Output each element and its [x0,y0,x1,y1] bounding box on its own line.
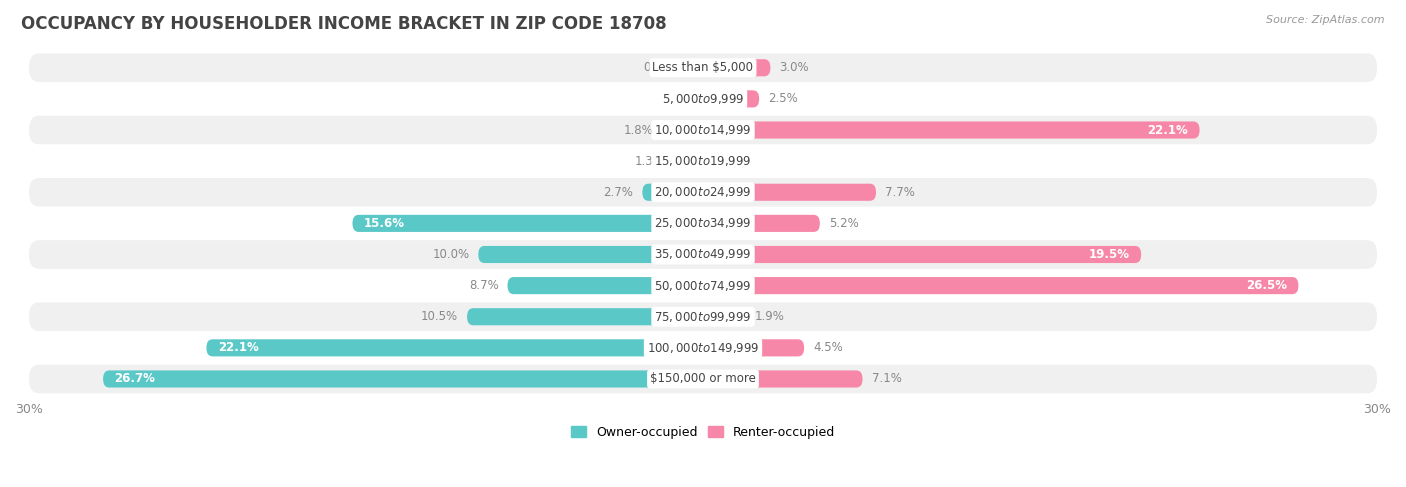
FancyBboxPatch shape [689,59,703,76]
FancyBboxPatch shape [703,277,1298,294]
FancyBboxPatch shape [30,209,1376,238]
FancyBboxPatch shape [662,121,703,139]
Text: 1.3%: 1.3% [636,155,665,168]
Legend: Owner-occupied, Renter-occupied: Owner-occupied, Renter-occupied [567,421,839,444]
FancyBboxPatch shape [30,147,1376,175]
FancyBboxPatch shape [30,334,1376,362]
FancyBboxPatch shape [508,277,703,294]
Text: 4.5%: 4.5% [813,341,842,355]
Text: $75,000 to $99,999: $75,000 to $99,999 [654,310,752,324]
FancyBboxPatch shape [703,121,1199,139]
Text: 26.7%: 26.7% [114,373,155,386]
Text: $150,000 or more: $150,000 or more [650,373,756,386]
Text: Less than $5,000: Less than $5,000 [652,61,754,74]
FancyBboxPatch shape [30,116,1376,144]
FancyBboxPatch shape [103,371,703,388]
Text: $10,000 to $14,999: $10,000 to $14,999 [654,123,752,137]
FancyBboxPatch shape [673,152,703,169]
Text: 2.5%: 2.5% [768,93,799,105]
FancyBboxPatch shape [703,59,770,76]
FancyBboxPatch shape [703,308,745,325]
Text: 1.9%: 1.9% [755,310,785,323]
Text: 5.2%: 5.2% [828,217,859,230]
Text: 0.62%: 0.62% [643,61,681,74]
Text: 22.1%: 22.1% [218,341,259,355]
FancyBboxPatch shape [30,85,1376,113]
Text: 7.1%: 7.1% [872,373,901,386]
FancyBboxPatch shape [643,184,703,201]
Text: 26.5%: 26.5% [1246,279,1286,292]
Text: 10.5%: 10.5% [420,310,458,323]
FancyBboxPatch shape [353,215,703,232]
FancyBboxPatch shape [30,302,1376,331]
Text: 19.5%: 19.5% [1088,248,1130,261]
Text: 7.7%: 7.7% [884,186,915,199]
FancyBboxPatch shape [30,240,1376,269]
FancyBboxPatch shape [30,54,1376,82]
FancyBboxPatch shape [30,365,1376,393]
FancyBboxPatch shape [703,339,804,356]
Text: $5,000 to $9,999: $5,000 to $9,999 [662,92,744,106]
Text: 2.7%: 2.7% [603,186,633,199]
Text: 3.0%: 3.0% [779,61,808,74]
Text: $35,000 to $49,999: $35,000 to $49,999 [654,247,752,262]
Text: 0.0%: 0.0% [711,155,741,168]
FancyBboxPatch shape [30,271,1376,300]
Text: Source: ZipAtlas.com: Source: ZipAtlas.com [1267,15,1385,25]
Text: $50,000 to $74,999: $50,000 to $74,999 [654,279,752,293]
Text: 0.0%: 0.0% [665,93,695,105]
FancyBboxPatch shape [30,178,1376,206]
FancyBboxPatch shape [703,184,876,201]
Text: $15,000 to $19,999: $15,000 to $19,999 [654,154,752,168]
Text: 8.7%: 8.7% [468,279,499,292]
Text: 15.6%: 15.6% [364,217,405,230]
Text: 22.1%: 22.1% [1147,124,1188,136]
Text: 10.0%: 10.0% [432,248,470,261]
FancyBboxPatch shape [703,90,759,108]
Text: $100,000 to $149,999: $100,000 to $149,999 [647,341,759,355]
FancyBboxPatch shape [703,246,1142,263]
FancyBboxPatch shape [478,246,703,263]
Text: 1.8%: 1.8% [624,124,654,136]
FancyBboxPatch shape [703,215,820,232]
FancyBboxPatch shape [207,339,703,356]
Text: $20,000 to $24,999: $20,000 to $24,999 [654,185,752,199]
Text: OCCUPANCY BY HOUSEHOLDER INCOME BRACKET IN ZIP CODE 18708: OCCUPANCY BY HOUSEHOLDER INCOME BRACKET … [21,15,666,33]
FancyBboxPatch shape [467,308,703,325]
Text: $25,000 to $34,999: $25,000 to $34,999 [654,216,752,230]
FancyBboxPatch shape [703,371,862,388]
